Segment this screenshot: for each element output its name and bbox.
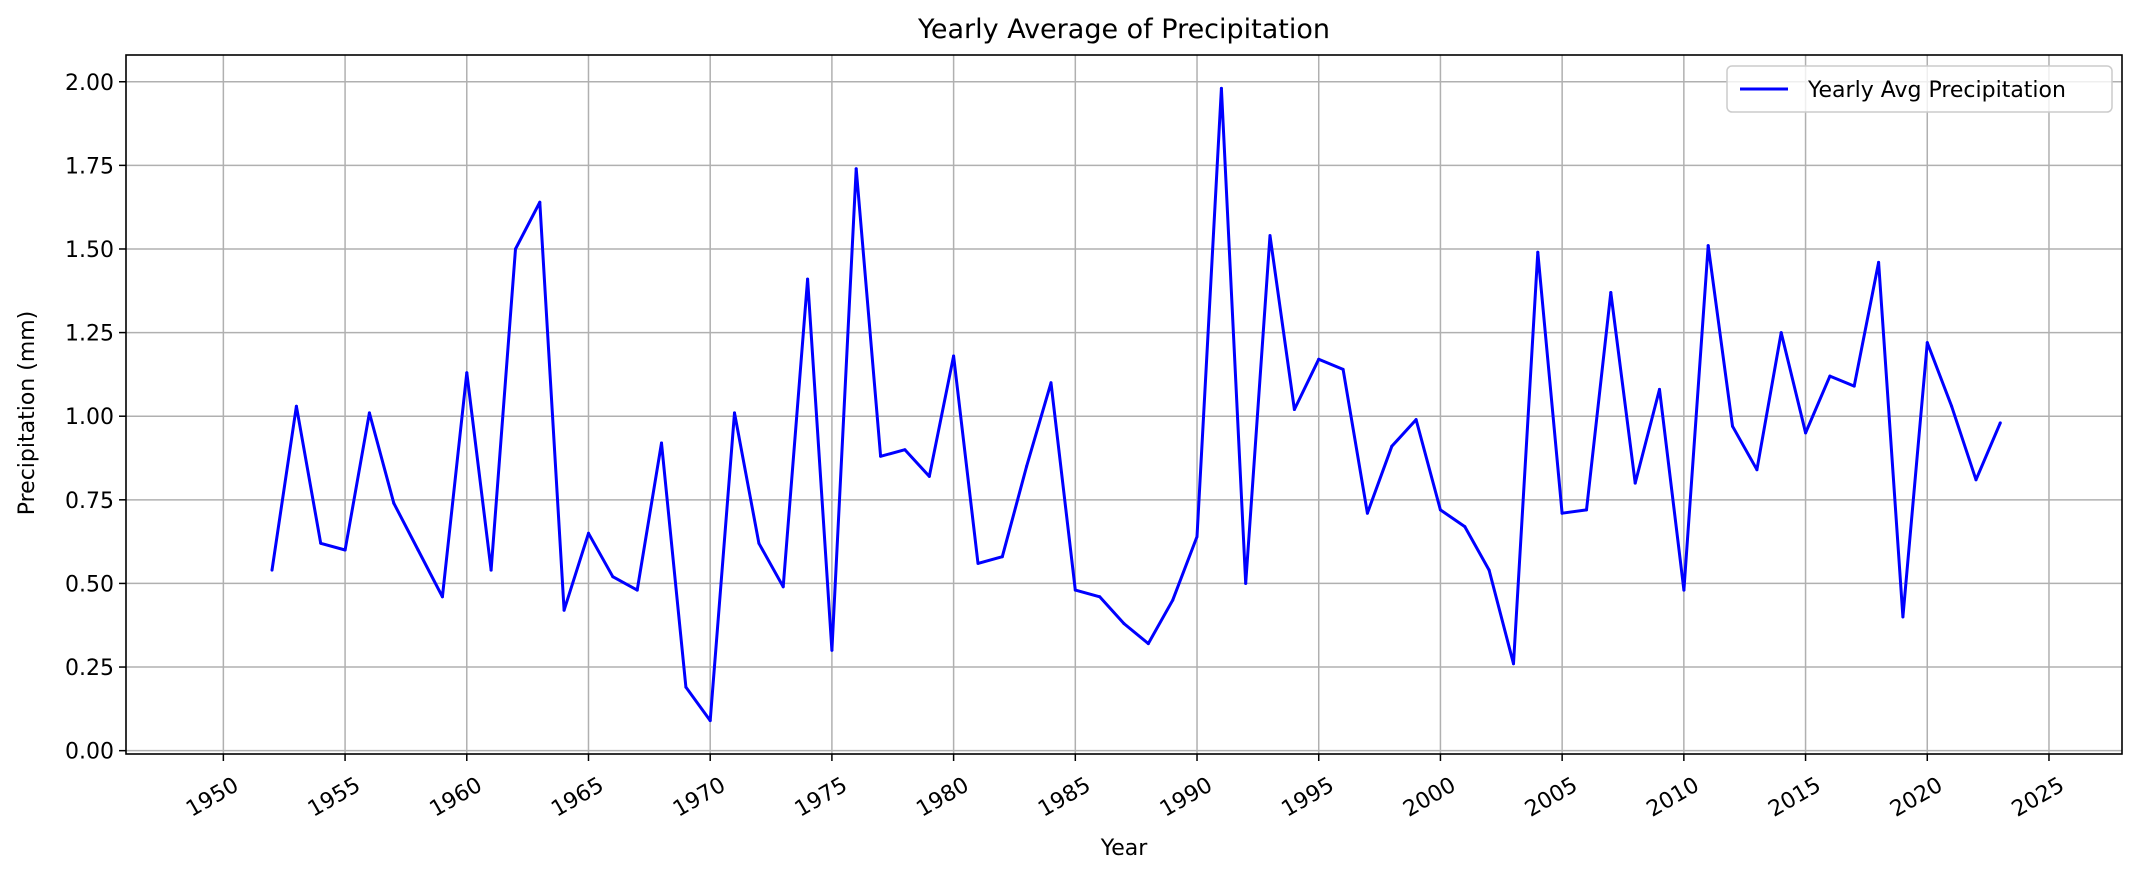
data-point — [854, 167, 858, 171]
data-point — [1852, 384, 1856, 388]
data-point — [1000, 555, 1004, 559]
data-point — [587, 531, 590, 535]
data-point — [1950, 404, 1954, 408]
data-point — [367, 411, 371, 415]
data-point — [1414, 418, 1418, 422]
y-tick-label: 0.75 — [65, 489, 114, 514]
data-point — [465, 371, 469, 375]
y-tick-label: 1.25 — [65, 322, 114, 347]
x-axis-label: Year — [1100, 836, 1149, 861]
data-point — [392, 501, 396, 505]
data-point — [927, 474, 931, 478]
data-point — [1098, 595, 1102, 599]
data-point — [1755, 468, 1759, 472]
data-point — [1609, 291, 1613, 294]
y-tick-label: 0.50 — [65, 572, 114, 597]
data-point — [635, 588, 639, 592]
data-point — [1487, 568, 1491, 572]
data-point — [976, 561, 980, 565]
data-point — [1390, 444, 1394, 448]
legend-box — [1726, 65, 2113, 113]
y-tick-label: 2.00 — [65, 71, 114, 96]
data-point — [1804, 431, 1808, 435]
data-point — [952, 354, 956, 358]
data-point — [708, 719, 712, 723]
data-point — [514, 247, 517, 251]
data-point — [1877, 260, 1881, 264]
data-point — [1438, 508, 1442, 512]
data-point — [1560, 511, 1564, 515]
data-point — [343, 548, 347, 552]
data-point — [489, 568, 493, 572]
data-point — [757, 541, 761, 545]
data-point — [1244, 581, 1248, 585]
data-point — [1049, 381, 1053, 385]
data-point — [1463, 525, 1467, 529]
legend-label: Yearly Avg Precipitation — [1807, 78, 2066, 103]
data-point — [806, 277, 810, 281]
data-point — [1731, 424, 1734, 428]
series-group — [270, 86, 2002, 723]
data-point — [1219, 86, 1223, 90]
data-point — [562, 608, 566, 612]
data-point — [538, 200, 542, 204]
data-point — [660, 441, 663, 445]
data-point — [733, 411, 736, 415]
data-point — [1365, 511, 1369, 515]
data-point — [1268, 234, 1272, 238]
data-point — [1779, 331, 1783, 335]
y-axis-label: Precipitation (mm) — [15, 311, 40, 516]
data-point — [1633, 481, 1637, 485]
data-point — [611, 575, 615, 579]
series-line — [270, 86, 2002, 723]
data-point — [1341, 367, 1345, 371]
data-point — [1682, 588, 1686, 592]
y-tick-label: 1.75 — [65, 154, 114, 179]
data-point — [1585, 508, 1588, 512]
y-tick-label: 0.00 — [65, 740, 114, 765]
data-point — [1317, 357, 1321, 361]
data-point — [1658, 387, 1661, 391]
data-point — [781, 585, 785, 589]
data-point — [1706, 244, 1710, 248]
legend: Yearly Avg Precipitation — [1726, 65, 2113, 113]
data-point — [440, 595, 444, 599]
data-point — [1073, 588, 1077, 592]
data-point — [1536, 250, 1540, 254]
data-point — [1828, 374, 1832, 378]
data-point — [1195, 535, 1199, 539]
data-point — [1146, 642, 1150, 646]
data-point — [1998, 421, 2002, 425]
y-tick-label: 1.50 — [65, 238, 114, 263]
axes-frame — [125, 54, 2123, 755]
data-point — [879, 454, 883, 458]
data-point — [319, 541, 323, 545]
chart-title: Yearly Average of Precipitation — [917, 14, 1330, 45]
data-point — [903, 448, 907, 452]
data-point — [1925, 341, 1929, 345]
y-tick-label: 1.00 — [65, 405, 114, 430]
data-point — [1025, 464, 1029, 468]
data-point — [1122, 622, 1126, 626]
data-point — [1901, 615, 1905, 619]
data-point — [1512, 662, 1515, 666]
data-point — [684, 685, 688, 689]
data-point — [1171, 598, 1175, 602]
data-point — [830, 648, 834, 652]
data-point — [416, 548, 420, 552]
data-point — [1974, 478, 1978, 482]
data-point — [1292, 408, 1296, 411]
data-point — [270, 568, 274, 572]
y-tick-label: 0.25 — [65, 656, 114, 681]
axis-ticks: 1950 1955 1960 1965 1970 1975 1980 1985 1990 1995… — [65, 71, 2069, 823]
grid — [126, 55, 2122, 754]
data-point — [294, 404, 298, 408]
